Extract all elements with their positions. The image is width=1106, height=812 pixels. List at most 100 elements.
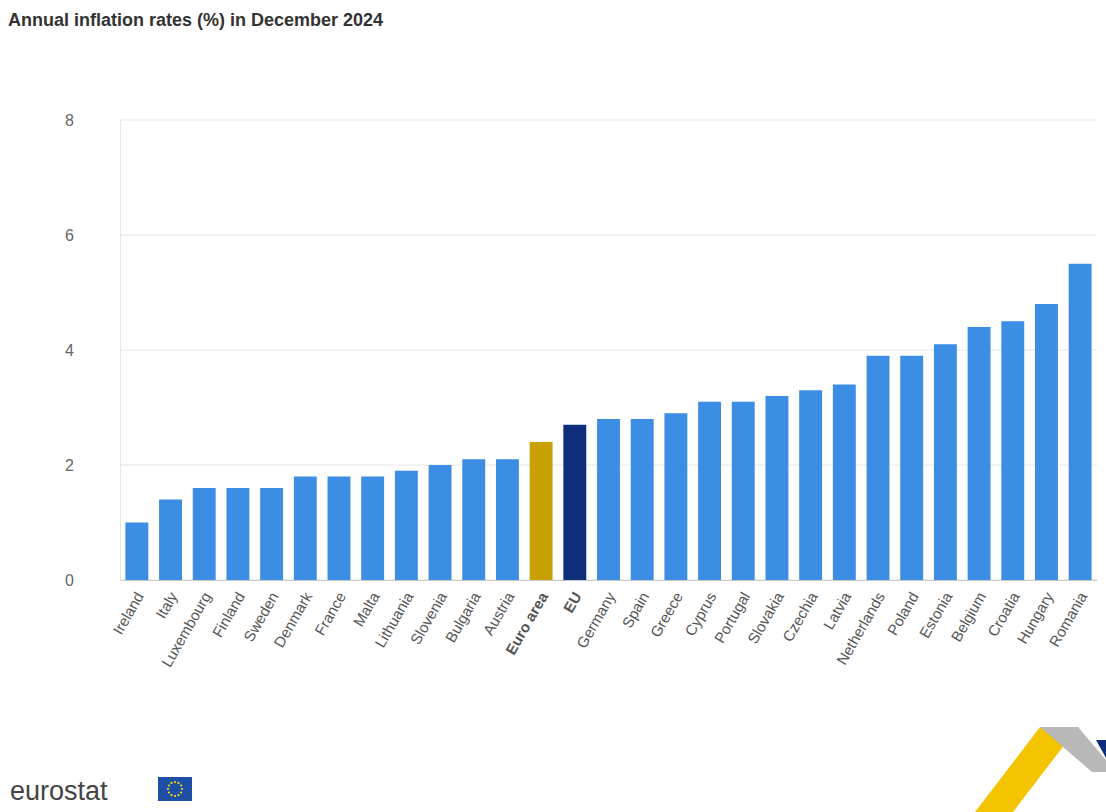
flag-star [177,782,179,784]
bar [193,488,216,580]
bar [1001,321,1024,580]
y-axis-line [120,121,121,581]
x-tick: Italy [152,580,181,621]
x-tick: Austria [479,580,517,638]
y-tick: 6 [65,227,120,244]
flag-star [181,788,183,790]
x-axis-line [121,580,1098,581]
x-tick: Belgium [947,580,989,644]
flag-star [180,784,182,786]
x-tick-label: Italy [152,589,181,622]
bar [328,477,351,581]
flag-star [180,791,182,793]
flag-star [177,794,179,796]
flag-star [168,791,170,793]
x-tick: Latvia [820,580,855,632]
bar [1035,304,1058,580]
bar [125,523,148,581]
grid-line [120,235,1097,236]
source-logo: eurostat [10,776,108,806]
x-tick-label: Czechia [779,588,821,644]
bar [698,402,721,580]
bar [900,356,923,580]
y-tick-label: 0 [65,572,74,589]
x-tick: Euro area [502,580,552,657]
y-tick-label: 6 [65,227,74,244]
bar [462,459,485,580]
flag-star [167,788,169,790]
y-tick-label: 2 [65,457,74,474]
bar [395,471,418,580]
bar [799,390,822,580]
flag-star [174,795,176,797]
y-tick-label: 4 [65,342,74,359]
x-tick-label: Romania [1045,588,1090,649]
x-tick: EU [560,580,585,616]
x-tick: Ireland [109,580,147,637]
flag-star [170,782,172,784]
y-axis: 0 2 4 6 8 [65,112,120,589]
title: Annual inflation rates (%) in December 2… [8,10,383,30]
x-axis: IrelandItalyLuxembourgFinlandSwedenDenma… [109,580,1097,670]
x-tick-label: Belgium [947,589,989,644]
flag-field [158,777,192,801]
x-tick: Denmark [270,580,315,650]
y-tick: 0 [65,572,120,589]
bar [631,419,654,580]
y-tick: 4 [65,342,120,359]
x-tick: Luxembourg [158,580,214,670]
deco-blue [1096,740,1106,758]
bar [563,425,586,580]
bar [867,356,890,580]
x-tick-label: Greece [647,589,686,640]
x-tick-label: Luxembourg [158,589,214,670]
bar [496,459,519,580]
x-tick: Cyprus [681,580,719,639]
bar [226,488,249,580]
x-tick-label: Ireland [109,589,147,637]
bar [159,500,182,581]
x-tick: Romania [1045,580,1090,649]
bar [934,344,957,580]
bars [125,264,1091,580]
bar [294,477,317,581]
x-tick: Poland [884,580,922,638]
flag-star [168,784,170,786]
flag-star [174,781,176,783]
eu-flag [158,777,192,801]
bar [530,442,553,580]
x-tick-label: Euro area [502,588,552,657]
bar [732,402,755,580]
deco-grey [1040,727,1106,772]
x-tick-label: Bulgaria [442,588,485,645]
x-tick-label: Malta [350,588,383,629]
x-tick: Bulgaria [442,580,485,645]
bar [1069,264,1092,580]
bar [968,327,991,580]
corner-decoration [975,727,1106,812]
x-tick-label: Germany [573,589,619,651]
bar [597,419,620,580]
x-tick: Czechia [779,580,821,644]
bar [361,477,384,581]
x-tick: Germany [573,580,619,651]
grid [120,120,1097,580]
x-tick: France [311,580,349,638]
bar [833,385,856,581]
chart: Annual inflation rates (%) in December 2… [0,0,1106,812]
bar [664,413,687,580]
bar [260,488,283,580]
flag-star [170,794,172,796]
bar [429,465,452,580]
x-tick: Spain [618,580,652,631]
bar [765,396,788,580]
x-tick-label: France [311,589,349,638]
grid-line [120,120,1097,121]
x-tick: Netherlands [833,580,888,668]
x-tick-label: Netherlands [833,589,888,668]
y-tick: 2 [65,457,120,474]
x-tick-label: EU [560,589,585,616]
y-tick: 8 [65,112,120,129]
x-tick-label: Spain [618,589,652,631]
x-tick: Malta [350,580,383,629]
